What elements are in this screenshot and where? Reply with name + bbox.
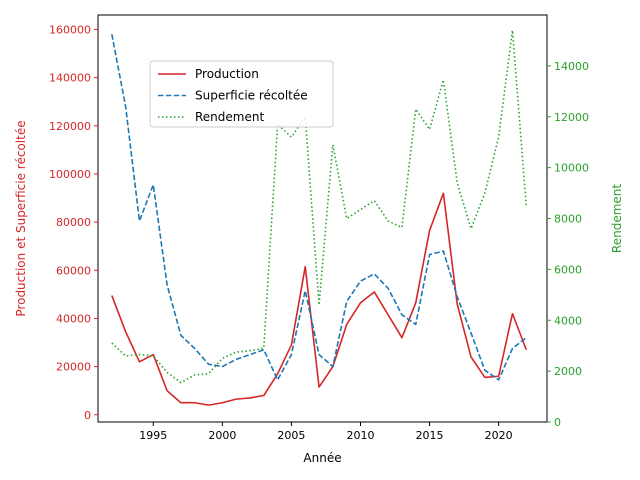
y-right-tick-label: 0 bbox=[554, 416, 561, 429]
y-right-tick-label: 12000 bbox=[554, 111, 589, 124]
y-left-tick-label: 20000 bbox=[56, 361, 91, 374]
x-tick-label: 1995 bbox=[139, 429, 167, 442]
plot-lines bbox=[111, 29, 528, 406]
y-right-tick-label: 2000 bbox=[554, 365, 582, 378]
y-left-axis-label: Production et Superficie récoltée bbox=[14, 120, 28, 316]
y-left-tick-label: 80000 bbox=[56, 216, 91, 229]
y-left-tick-label: 100000 bbox=[49, 168, 91, 181]
y-left-tick-label: 120000 bbox=[49, 120, 91, 133]
x-tick-label: 2000 bbox=[208, 429, 236, 442]
y-left-tick-label: 160000 bbox=[49, 23, 91, 36]
legend-label-0: Production bbox=[195, 67, 259, 81]
y-right-axis-ticks: 0 2000 4000 6000 8000 10000 12000 14000 bbox=[547, 60, 589, 429]
y-left-tick-label: 0 bbox=[84, 409, 91, 422]
legend-box bbox=[149, 60, 334, 128]
x-axis-ticks: 1995 2000 2005 2010 2015 2020 bbox=[139, 422, 513, 442]
legend-label-1: Superficie récoltée bbox=[195, 89, 308, 103]
y-right-tick-label: 4000 bbox=[554, 314, 582, 327]
y-right-tick-label: 6000 bbox=[554, 263, 582, 276]
legend-label-2: Rendement bbox=[195, 110, 264, 124]
x-tick-label: 2005 bbox=[277, 429, 305, 442]
x-axis-label: Année bbox=[303, 451, 341, 465]
y-right-tick-label: 10000 bbox=[554, 162, 589, 175]
y-right-tick-label: 14000 bbox=[554, 60, 589, 73]
series-line-2 bbox=[111, 29, 528, 384]
legend: Production Superficie récoltée Rendement bbox=[149, 60, 334, 128]
y-left-tick-label: 140000 bbox=[49, 72, 91, 85]
x-tick-label: 2015 bbox=[416, 429, 444, 442]
y-left-tick-label: 40000 bbox=[56, 312, 91, 325]
y-left-tick-label: 60000 bbox=[56, 264, 91, 277]
y-right-axis-label: Rendement bbox=[610, 184, 624, 253]
series-line-1 bbox=[111, 34, 527, 381]
x-tick-label: 2020 bbox=[485, 429, 513, 442]
y-right-tick-label: 8000 bbox=[554, 213, 582, 226]
x-tick-label: 2010 bbox=[346, 429, 374, 442]
y-left-axis-ticks: 0 20000 40000 60000 80000 100000 120000 140000 1… bbox=[49, 23, 98, 422]
series-line-0 bbox=[111, 192, 528, 406]
